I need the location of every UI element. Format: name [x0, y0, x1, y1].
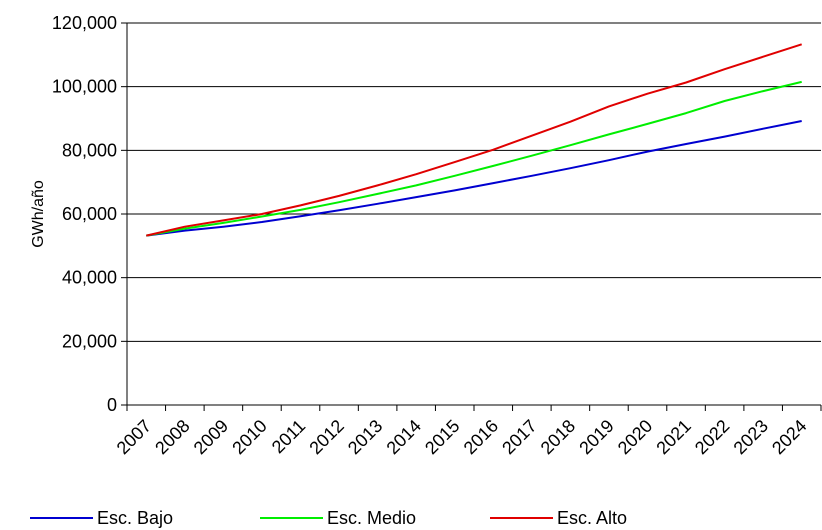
y-tick-label: 120,000	[52, 13, 117, 33]
x-tick-label: 2021	[652, 416, 694, 458]
series-line-esc-bajo	[146, 120, 802, 237]
x-tick-label: 2019	[575, 416, 617, 458]
gridlines	[127, 22, 821, 342]
x-tick-label: 2015	[421, 416, 463, 458]
series-lines	[146, 43, 803, 237]
legend: Esc. Bajo Esc. Medio Esc. Alto	[30, 508, 627, 528]
y-axis-ticks: 0 20,000 40,000 60,000 80,000 100,000 120,000	[52, 13, 127, 415]
x-tick-label: 2009	[190, 416, 232, 458]
y-tick-label: 80,000	[62, 140, 117, 160]
y-tick-label: 20,000	[62, 331, 117, 351]
legend-label: Esc. Bajo	[97, 508, 173, 528]
x-tick-label: 2011	[268, 416, 310, 458]
x-tick-label: 2013	[344, 416, 386, 458]
y-axis-title: GWh/año	[30, 180, 47, 248]
legend-label: Esc. Alto	[557, 508, 627, 528]
x-tick-label: 2012	[305, 416, 347, 458]
x-tick-label: 2008	[151, 416, 193, 458]
x-axis-ticks: 2007200820092010201120122013201420152016…	[113, 405, 822, 458]
series-line-esc-medio	[146, 80, 802, 237]
x-tick-label: 2016	[460, 416, 502, 458]
x-tick-label: 2007	[113, 416, 155, 458]
series-line-esc-alto	[146, 43, 803, 237]
y-tick-label: 60,000	[62, 204, 117, 224]
x-tick-label: 2022	[691, 416, 733, 458]
y-tick-label: 40,000	[62, 268, 117, 288]
y-tick-label: 100,000	[52, 77, 117, 97]
x-tick-label: 2020	[614, 416, 656, 458]
x-tick-label: 2018	[537, 416, 579, 458]
x-tick-label: 2017	[498, 416, 540, 458]
x-tick-label: 2024	[768, 416, 810, 458]
y-tick-label: 0	[107, 395, 117, 415]
x-tick-label: 2010	[228, 416, 270, 458]
legend-label: Esc. Medio	[327, 508, 416, 528]
x-tick-label: 2014	[383, 416, 425, 458]
x-tick-label: 2023	[730, 416, 772, 458]
